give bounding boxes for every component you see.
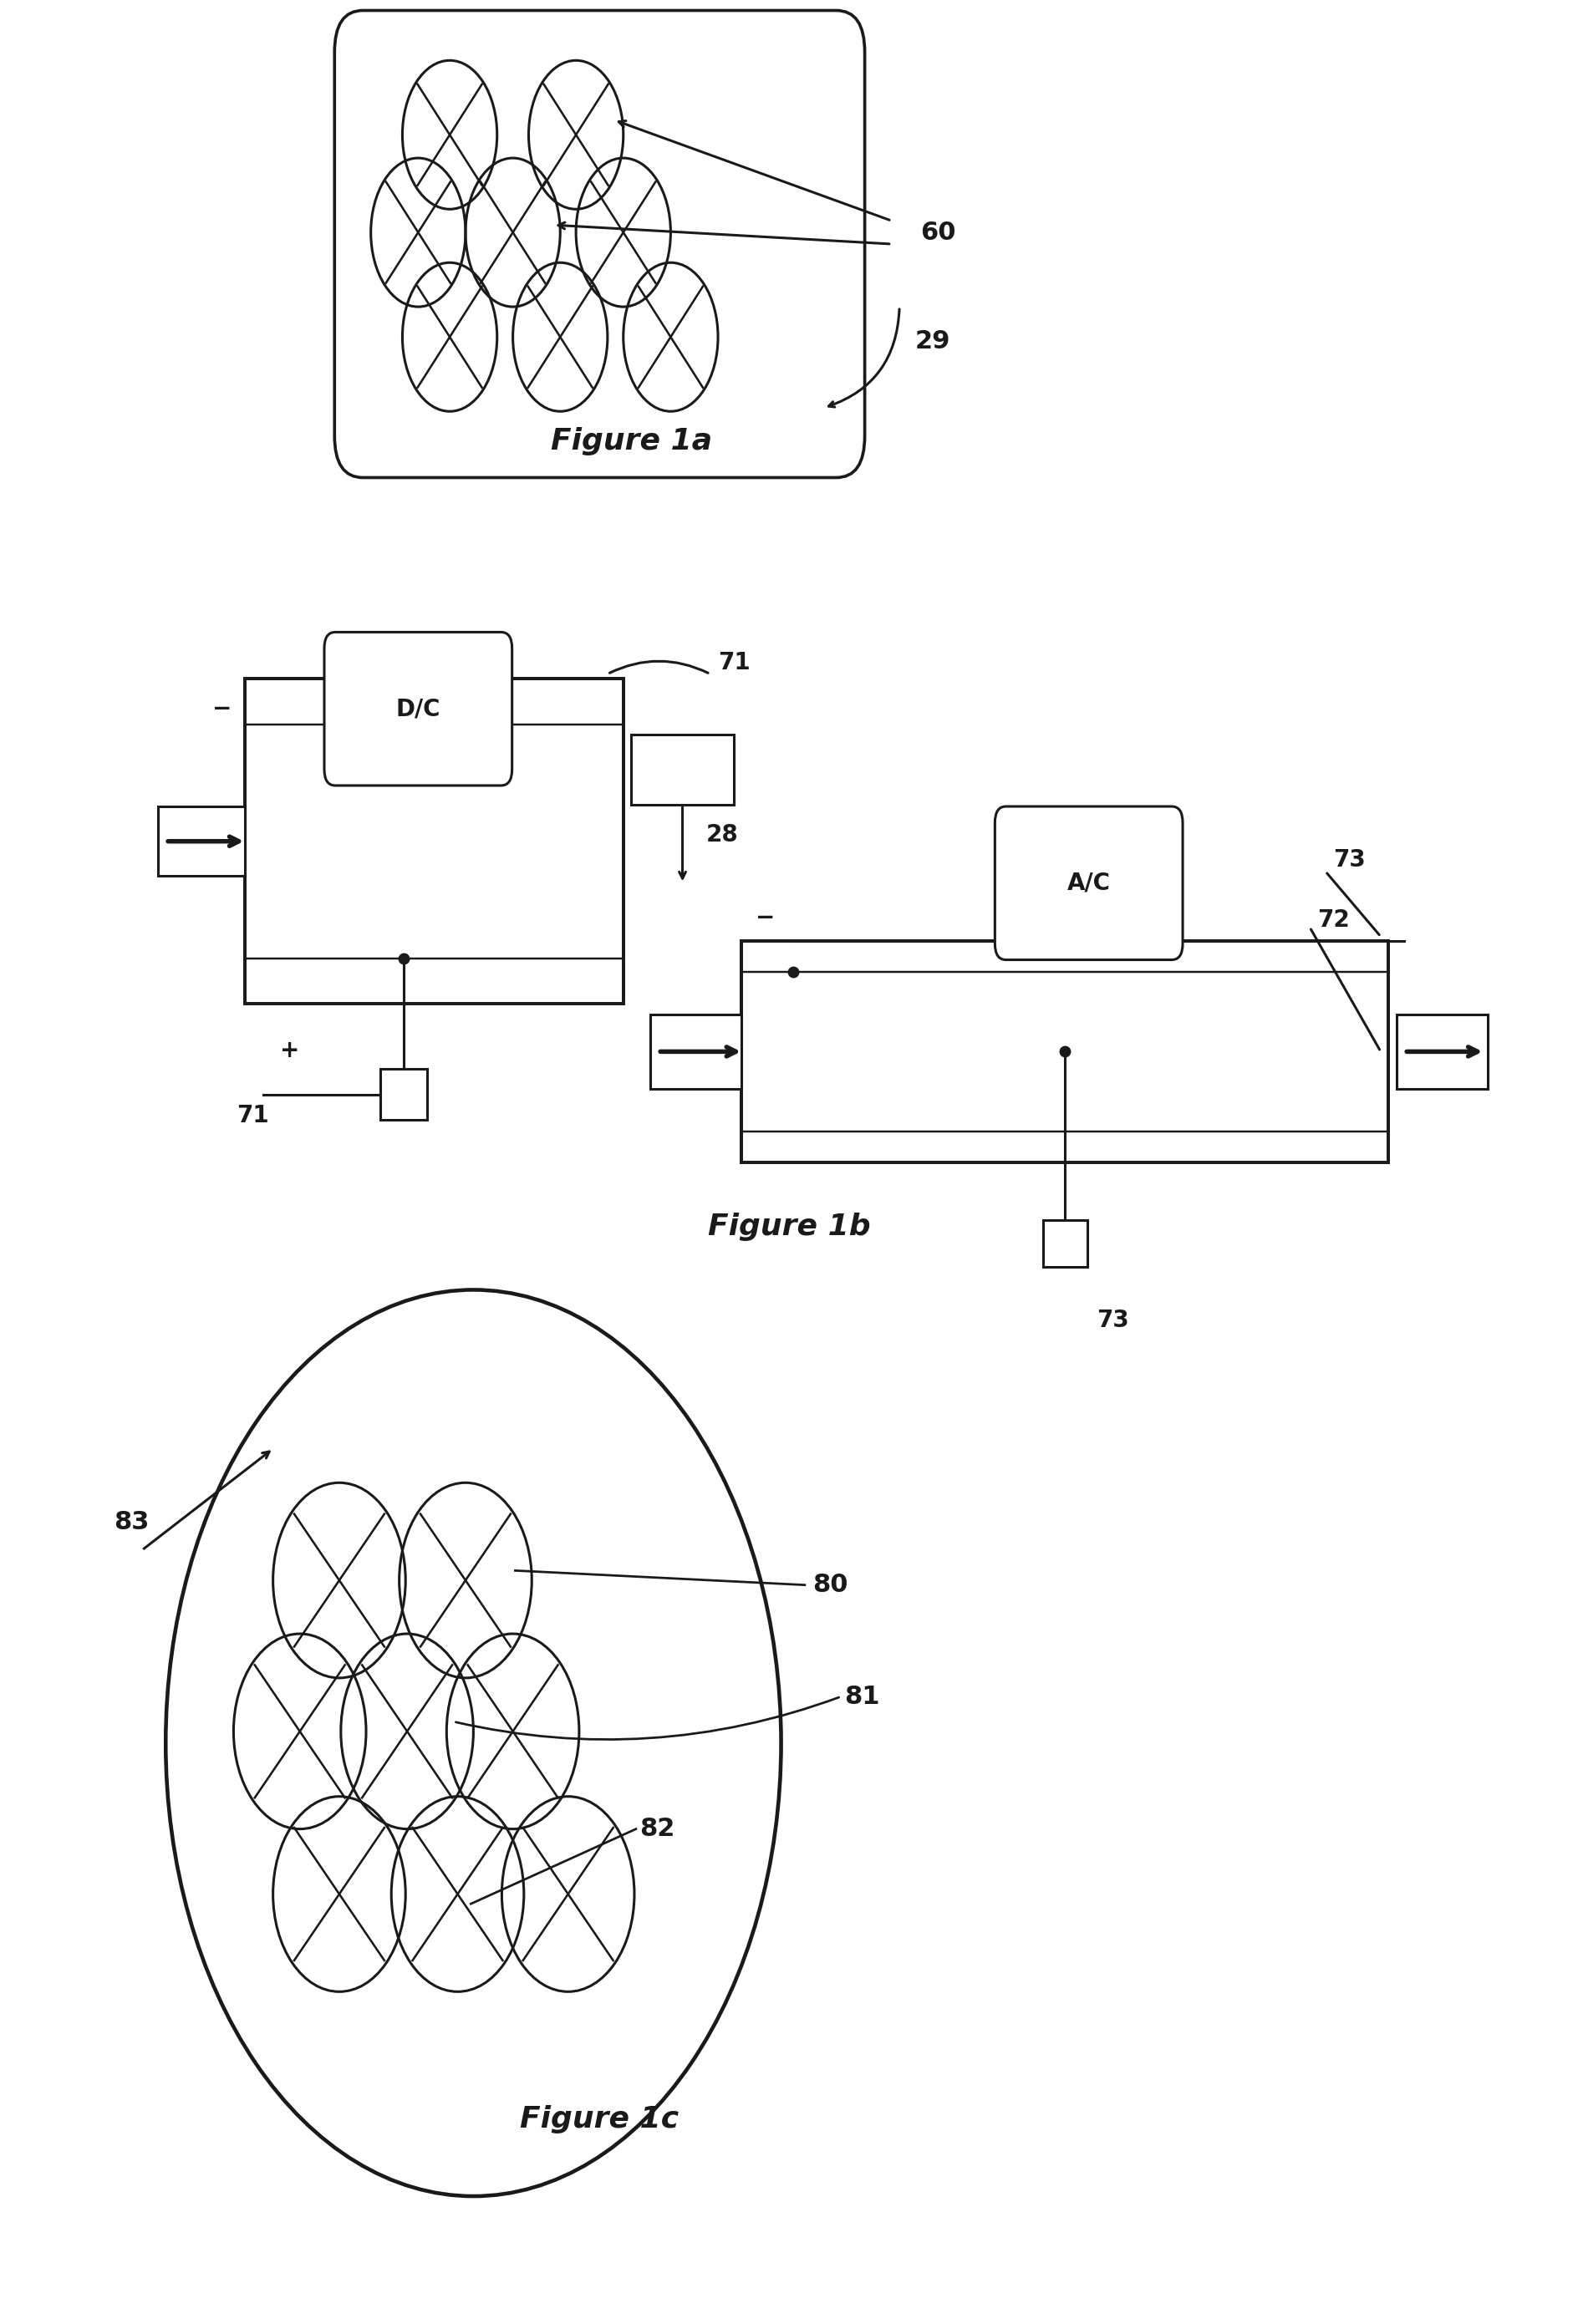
Text: 80: 80 xyxy=(813,1573,849,1597)
Bar xyxy=(158,806,245,876)
Text: +: + xyxy=(281,1039,300,1062)
Text: Figure 1a: Figure 1a xyxy=(551,428,712,456)
Text: 72: 72 xyxy=(1318,909,1351,932)
FancyArrowPatch shape xyxy=(828,309,899,407)
FancyArrowPatch shape xyxy=(1327,874,1379,934)
Text: D/C: D/C xyxy=(396,697,440,720)
Bar xyxy=(631,734,734,804)
FancyBboxPatch shape xyxy=(325,632,511,786)
Bar xyxy=(650,1013,742,1088)
Bar xyxy=(1397,1013,1488,1088)
Text: Figure 1c: Figure 1c xyxy=(521,2106,679,2133)
Bar xyxy=(380,1069,428,1120)
FancyBboxPatch shape xyxy=(335,9,865,479)
Text: −: − xyxy=(213,697,232,720)
Text: 73: 73 xyxy=(1333,848,1367,872)
Text: 83: 83 xyxy=(114,1511,148,1534)
Text: Figure 1b: Figure 1b xyxy=(707,1213,871,1241)
Text: 28: 28 xyxy=(707,823,739,846)
Text: 71: 71 xyxy=(718,651,750,674)
Text: 29: 29 xyxy=(915,330,952,353)
Bar xyxy=(245,679,623,1004)
Bar xyxy=(1043,1220,1087,1267)
Text: 82: 82 xyxy=(639,1817,674,1841)
Text: −: − xyxy=(756,906,775,930)
Text: 60: 60 xyxy=(920,221,956,244)
Text: 73: 73 xyxy=(1097,1308,1130,1332)
FancyArrowPatch shape xyxy=(609,660,709,674)
FancyArrowPatch shape xyxy=(1311,930,1379,1050)
FancyBboxPatch shape xyxy=(996,806,1184,960)
Bar xyxy=(742,941,1389,1162)
Text: 71: 71 xyxy=(237,1104,268,1127)
FancyArrowPatch shape xyxy=(456,1697,839,1738)
Text: A/C: A/C xyxy=(1067,872,1111,895)
Text: 81: 81 xyxy=(844,1685,881,1708)
